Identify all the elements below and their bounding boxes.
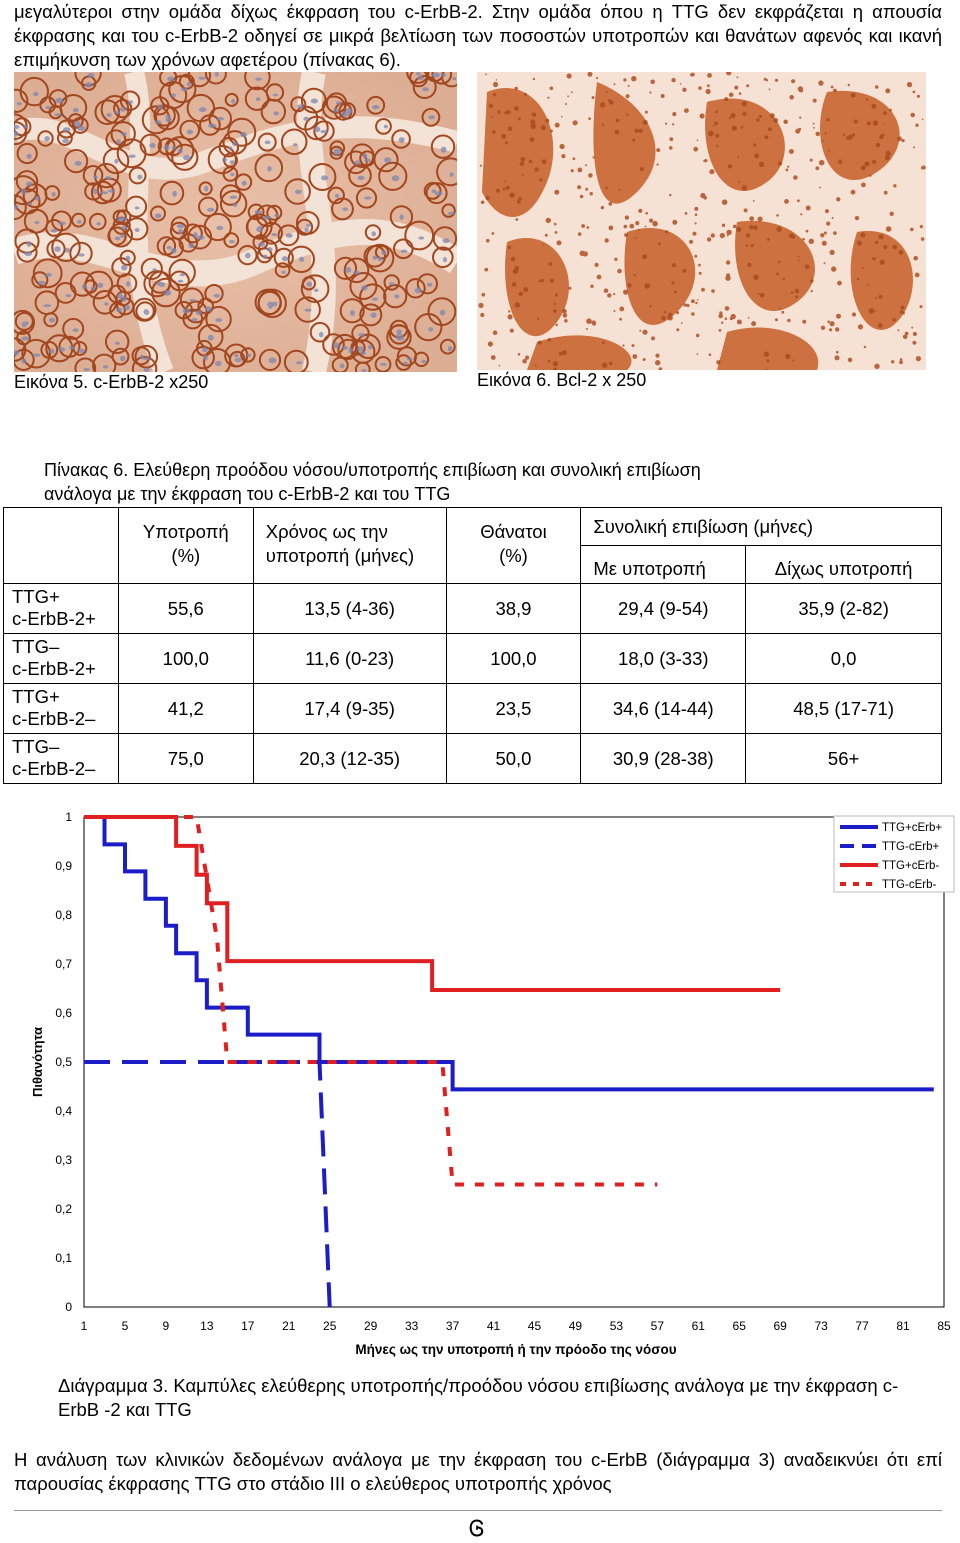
x-tick-label: 81 xyxy=(896,1319,910,1333)
x-tick-label: 45 xyxy=(528,1319,542,1333)
chart-legend: TTG+cErb+ TTG-cErb+ TTG+cErb- TTG-cErb- xyxy=(833,815,955,893)
x-tick-label: 65 xyxy=(733,1319,747,1333)
row-label: TTG– c-ErbB-2– xyxy=(3,733,119,784)
x-tick-label: 73 xyxy=(814,1319,828,1333)
cell-time: 17,4 (9-35) xyxy=(252,683,447,734)
y-tick-label: 0,9 xyxy=(55,859,72,873)
figure-5-caption: Εικόνα 5. c-ErbB-2 x250 xyxy=(14,372,209,392)
y-tick-label: 1 xyxy=(65,810,72,824)
table-row: TTG– c-ErbB-2– 75,0 20,3 (12-35) 50,0 30,… xyxy=(3,733,942,784)
cell-relapse: 75,0 xyxy=(117,733,254,784)
x-tick-label: 41 xyxy=(487,1319,501,1333)
legend-entry: TTG-cErb+ xyxy=(882,841,939,853)
y-tick-label: 0,6 xyxy=(55,1006,72,1020)
row-label: TTG+ c-ErbB-2+ xyxy=(3,583,119,634)
table-caption-line-1: Πίνακας 6. Ελεύθερη προόδου νόσου/υποτρο… xyxy=(44,460,701,480)
row-label: TTG– c-ErbB-2+ xyxy=(3,633,119,684)
header-time-to-relapse: Χρόνος ως την υποτροπή (μήνες) xyxy=(252,507,447,584)
cell-deaths: 50,0 xyxy=(445,733,582,784)
x-tick-label: 77 xyxy=(855,1319,869,1333)
diagram-caption: Διάγραμμα 3. Καμπύλες ελεύθερης υποτροπή… xyxy=(58,1375,899,1420)
intro-paragraph: μεγαλύτεροι στην ομάδα δίχως έκφραση του… xyxy=(14,1,942,70)
figure-5-image xyxy=(1,59,465,382)
x-tick-label: 13 xyxy=(200,1319,214,1333)
x-tick-label: 25 xyxy=(323,1319,337,1333)
x-tick-label: 17 xyxy=(241,1319,255,1333)
header-overall-survival: Συνολική επιβίωση (μήνες) xyxy=(580,507,942,546)
y-tick-label: 0,8 xyxy=(55,908,72,922)
cell-with-relapse: 18,0 (3-33) xyxy=(580,633,747,684)
legend-entry: TTG+cErb- xyxy=(882,860,939,872)
table-6: Υποτροπή (%) Χρόνος ως την υποτροπή (μήνες… xyxy=(3,507,942,784)
legend-entry: TTG-cErb- xyxy=(882,879,936,891)
cell-without-relapse: 48,5 (17-71) xyxy=(745,683,942,734)
row-label: TTG+ c-ErbB-2– xyxy=(3,683,119,734)
cell-relapse: 41,2 xyxy=(117,683,254,734)
x-tick-label: 29 xyxy=(364,1319,378,1333)
series-line-2 xyxy=(84,1060,332,1308)
x-tick-label: 21 xyxy=(282,1319,296,1333)
y-tick-label: 0 xyxy=(65,1300,72,1314)
cell-time: 20,3 (12-35) xyxy=(252,733,447,784)
header-without-relapse: Δίχως υποτροπή xyxy=(745,545,942,584)
y-tick-label: 0,2 xyxy=(55,1202,72,1216)
figure-6-caption: Εικόνα 6. Bcl-2 x 250 xyxy=(477,370,647,390)
header-relapse: Υποτροπή (%) xyxy=(117,507,254,584)
survival-chart: 0 0,1 0,2 0,3 0,4 0,5 0,6 0,7 0,8 0,9 1 1 5 9 13 17 21 2… xyxy=(30,810,955,1357)
table-row: TTG+ c-ErbB-2+ 55,6 13,5 (4-36) 38,9 29,4… xyxy=(3,583,942,634)
series-line-4 xyxy=(84,815,658,1187)
closing-paragraph: Η ανάλυση των κλινικών δεδομένων ανάλογα… xyxy=(14,1449,942,1494)
cell-with-relapse: 30,9 (28-38) xyxy=(580,733,747,784)
cell-deaths: 23,5 xyxy=(445,683,582,734)
x-tick-label: 61 xyxy=(692,1319,706,1333)
cell-without-relapse: 35,9 (2-82) xyxy=(745,583,942,634)
x-tick-label: 53 xyxy=(610,1319,624,1333)
y-tick-label: 0,3 xyxy=(55,1153,72,1167)
cell-without-relapse: 56+ xyxy=(745,733,942,784)
series-line-1 xyxy=(84,815,934,1092)
y-tick-label: 0,1 xyxy=(55,1251,72,1265)
x-tick-label: 69 xyxy=(774,1319,788,1333)
x-tick-label: 33 xyxy=(405,1319,419,1333)
x-tick-label: 85 xyxy=(937,1319,951,1333)
x-axis-label: Μήνες ως την υποτροπή ή την πρόοδο της ν… xyxy=(355,1342,676,1357)
cell-with-relapse: 34,6 (14-44) xyxy=(580,683,747,734)
x-tick-label: 9 xyxy=(163,1319,170,1333)
table-row: TTG– c-ErbB-2+ 100,0 11,6 (0-23) 100,0 18… xyxy=(3,633,942,684)
cell-time: 11,6 (0-23) xyxy=(252,633,447,684)
x-tick-label: 1 xyxy=(81,1319,88,1333)
series-line-3 xyxy=(84,815,781,992)
cell-relapse: 100,0 xyxy=(117,633,254,684)
x-tick-label: 49 xyxy=(569,1319,583,1333)
legend-entry: TTG+cErb+ xyxy=(882,822,942,834)
cell-deaths: 38,9 xyxy=(445,583,582,634)
cell-deaths: 100,0 xyxy=(445,633,582,684)
header-with-relapse: Με υποτροπή xyxy=(580,545,747,584)
cell-without-relapse: 0,0 xyxy=(745,633,942,684)
cell-with-relapse: 29,4 (9-54) xyxy=(580,583,747,634)
y-tick-label: 0,7 xyxy=(55,957,72,971)
y-tick-label: 0,5 xyxy=(55,1055,72,1069)
table-row: TTG+ c-ErbB-2– 41,2 17,4 (9-35) 23,5 34,6… xyxy=(3,683,942,734)
cell-time: 13,5 (4-36) xyxy=(252,583,447,634)
figure-6-image xyxy=(477,70,926,372)
footer-divider xyxy=(14,1510,942,1511)
x-tick-label: 37 xyxy=(446,1319,460,1333)
header-deaths: Θάνατοι (%) xyxy=(445,507,582,584)
footer-mark: Ꮆ xyxy=(469,1517,485,1542)
x-tick-label: 57 xyxy=(651,1319,665,1333)
table-corner-cell xyxy=(3,507,119,584)
x-tick-label: 5 xyxy=(122,1319,129,1333)
table-caption-line-2: ανάλογα με την έκφραση του c-ErbB-2 και … xyxy=(44,484,451,504)
cell-relapse: 55,6 xyxy=(117,583,254,634)
y-tick-label: 0,4 xyxy=(55,1104,72,1118)
y-axis-label: Πιθανότητα xyxy=(30,1027,45,1097)
